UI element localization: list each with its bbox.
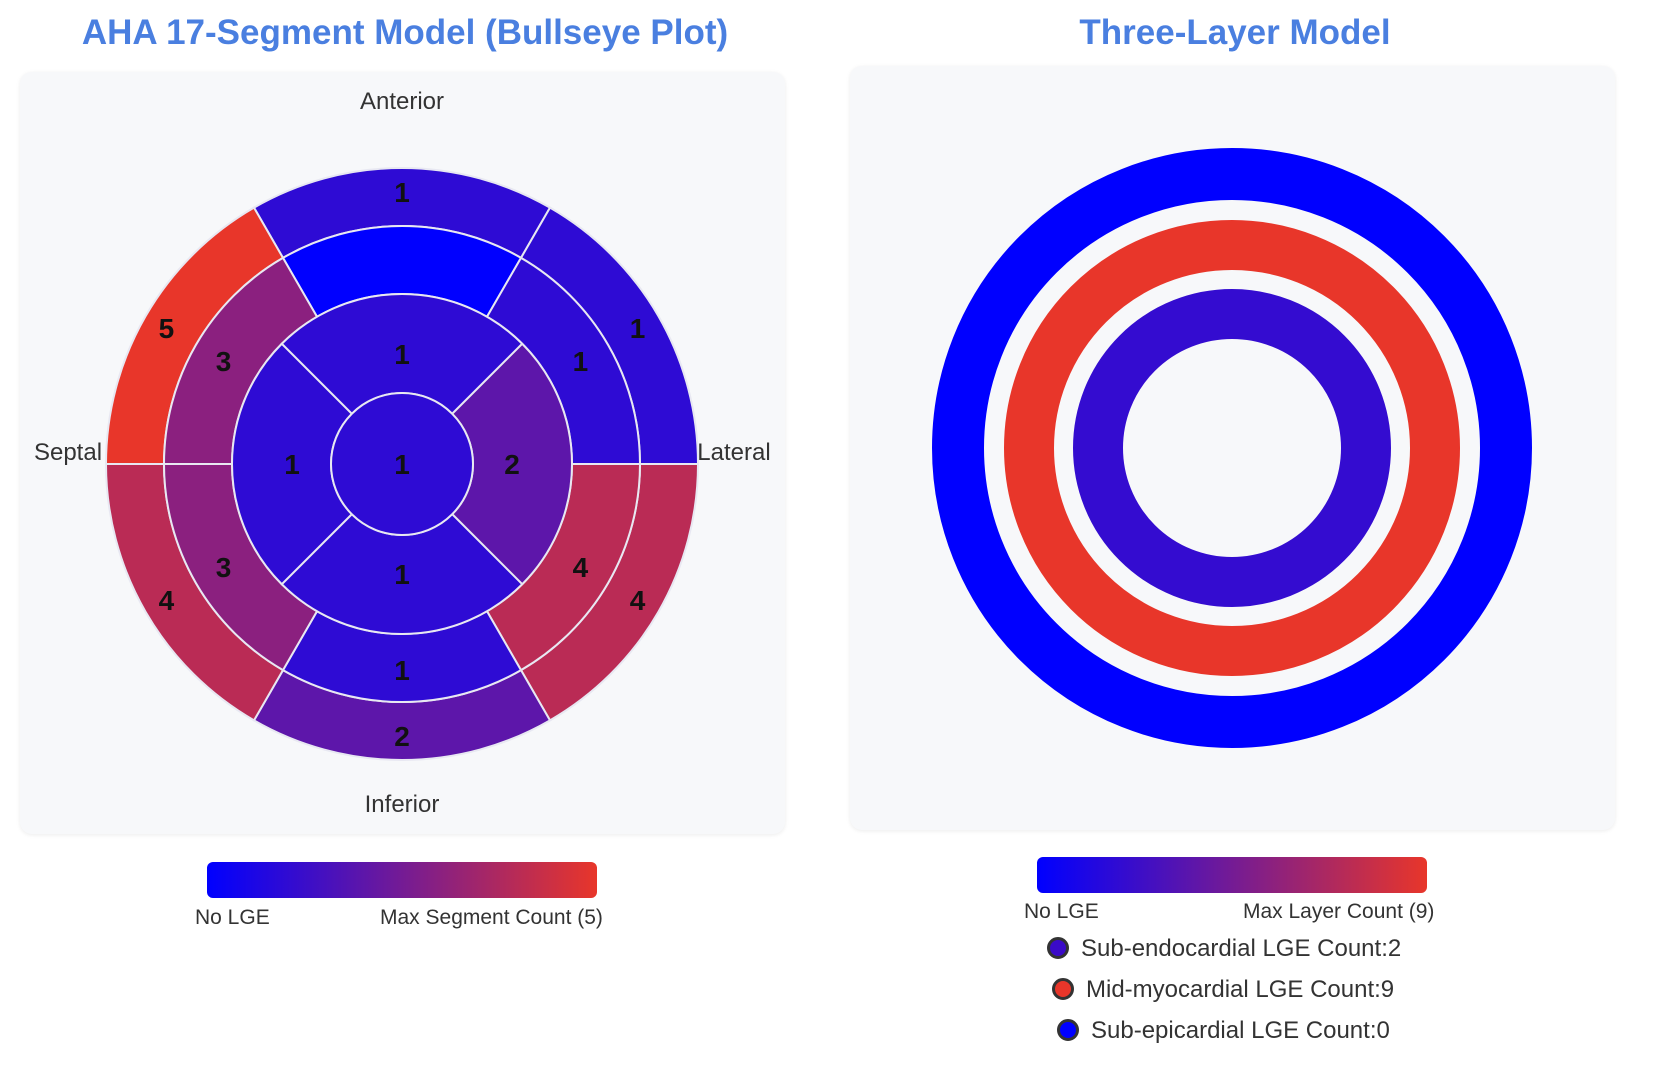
segment-value-basal-inferolateral: 4 xyxy=(630,585,646,616)
layer-colorbar-min-label: No LGE xyxy=(1024,900,1099,923)
layer-colorbar-max-label: Max Layer Count (9) xyxy=(1243,900,1435,923)
segment-value-mid-anterolateral: 1 xyxy=(573,346,589,377)
segment-apex-apex xyxy=(330,392,474,536)
segment-value-basal-anterolateral: 1 xyxy=(630,313,646,344)
layer-ring-sub-endocardial xyxy=(1073,289,1391,607)
bullseye-panel: 1 1 4 2 4 5 1 4 1 3 3 1 2 1 1 1 Anterior Septal Lateral… xyxy=(20,72,785,834)
layer-colorbar xyxy=(1037,857,1427,893)
segment-value-basal-anteroseptal: 5 xyxy=(159,313,175,344)
segment-value-mid-inferoseptal: 3 xyxy=(216,552,232,583)
segment-value-apical-inferior: 1 xyxy=(394,559,410,590)
layer-ring-sub-epicardial xyxy=(932,148,1532,748)
legend-item-sub-epicardial: Sub-epicardial LGE Count:0 xyxy=(1057,1016,1390,1046)
segment-value-mid-inferolateral: 4 xyxy=(573,552,589,583)
lateral-label: Lateral xyxy=(697,439,770,466)
legend-marker-sub-endocardial xyxy=(1047,936,1069,959)
segment-colorbar-min-label: No LGE xyxy=(195,906,270,929)
three-layer-title: Three-Layer Model xyxy=(1079,13,1391,52)
segment-value-mid-anteroseptal: 3 xyxy=(216,346,232,377)
layer-ring-mid-myocardial xyxy=(1004,220,1460,676)
segment-value-basal-inferior: 2 xyxy=(394,721,410,752)
anterior-label: Anterior xyxy=(360,88,444,115)
segment-value-apical-anterior: 1 xyxy=(394,339,410,370)
legend-item-sub-endocardial: Sub-endocardial LGE Count:2 xyxy=(1047,934,1401,964)
bullseye-title: AHA 17-Segment Model (Bullseye Plot) xyxy=(81,13,729,52)
three-layer-panel xyxy=(850,66,1615,830)
inferior-label: Inferior xyxy=(365,791,440,818)
legend-text-mid-myocardial: Mid-myocardial LGE Count:9 xyxy=(1086,976,1395,1003)
legend-text-sub-endocardial: Sub-endocardial LGE Count:2 xyxy=(1081,935,1402,962)
legend-text-sub-epicardial: Sub-epicardial LGE Count:0 xyxy=(1091,1017,1390,1044)
segment-colorbar xyxy=(207,862,597,898)
segment-value-basal-anterior: 1 xyxy=(394,177,410,208)
segment-value-apical-lateral: 2 xyxy=(504,449,520,480)
segment-colorbar-max-label: Max Segment Count (5) xyxy=(380,906,603,929)
three-layer-plot xyxy=(932,148,1532,748)
segment-value-basal-inferoseptal: 4 xyxy=(159,585,175,616)
septal-label: Septal xyxy=(34,439,102,466)
legend-item-mid-myocardial: Mid-myocardial LGE Count:9 xyxy=(1052,975,1394,1005)
segment-value-apical-septal: 1 xyxy=(284,449,300,480)
segment-value-mid-inferior: 1 xyxy=(394,655,410,686)
bullseye-plot: 1 1 4 2 4 5 1 4 1 3 3 1 2 1 1 1 Anterior Septal Lateral… xyxy=(34,88,771,818)
legend-marker-mid-myocardial xyxy=(1052,977,1074,1000)
segment-value-apex-apex: 1 xyxy=(394,449,410,480)
legend-marker-sub-epicardial xyxy=(1057,1018,1079,1041)
